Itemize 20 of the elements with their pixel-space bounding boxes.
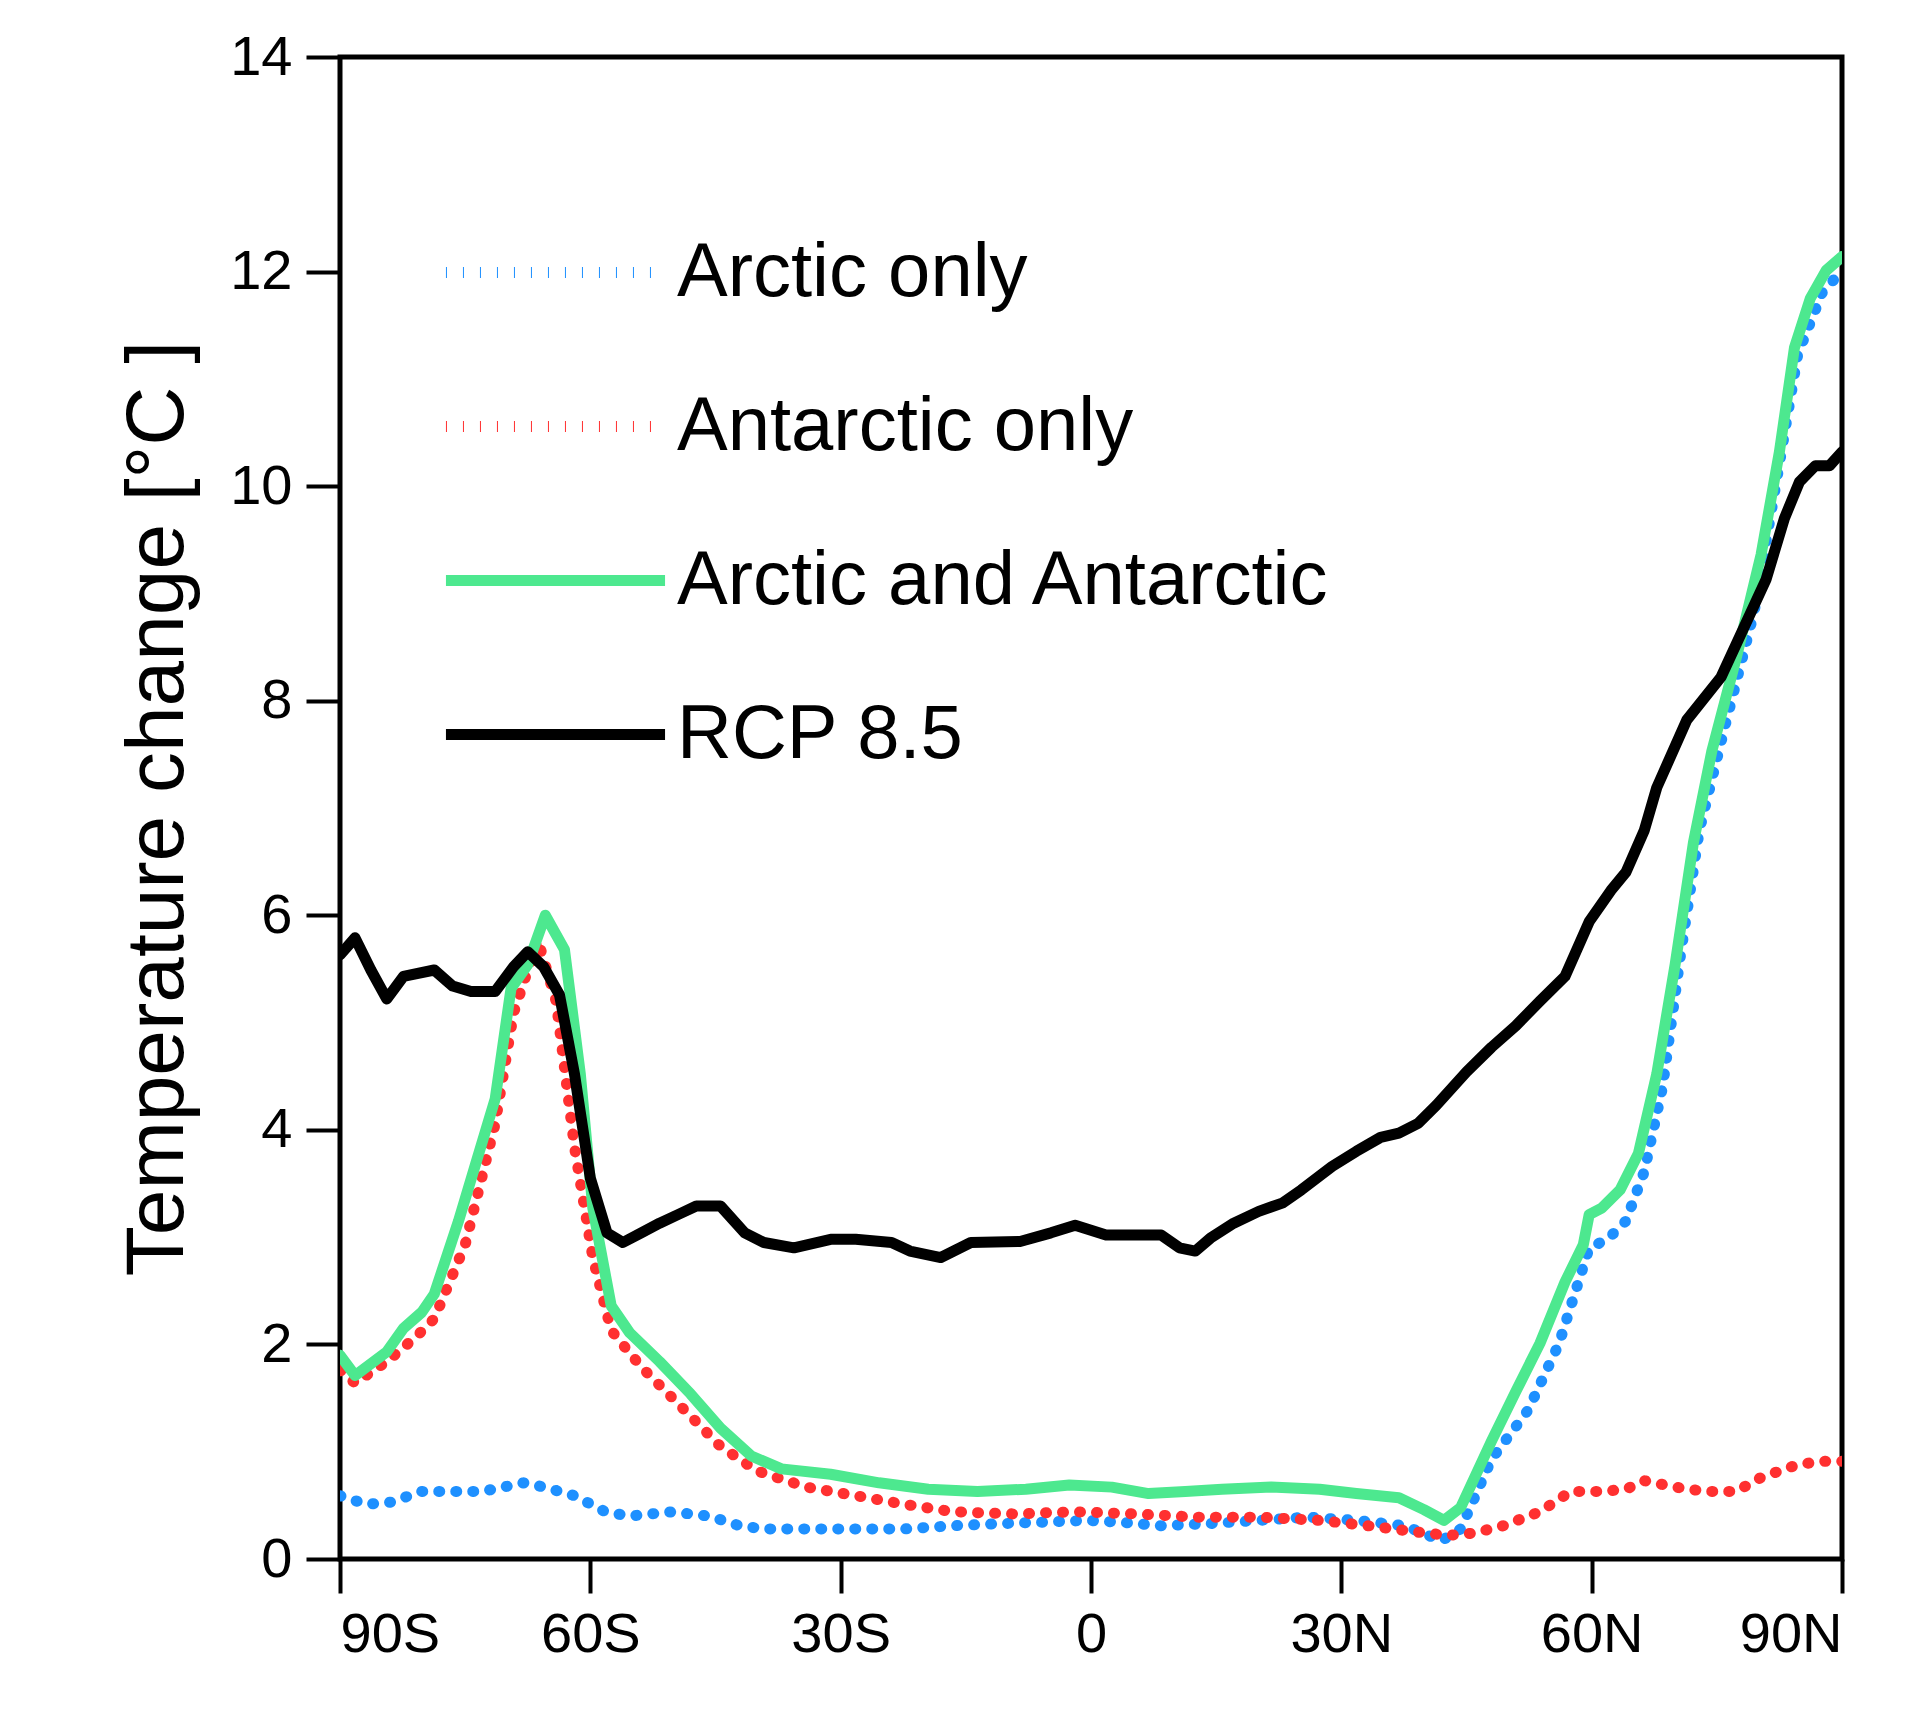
y-tick-label: 0 bbox=[261, 1525, 293, 1589]
x-tick-label: 90N bbox=[1739, 1600, 1843, 1664]
legend-label: RCP 8.5 bbox=[677, 688, 963, 774]
y-tick-label: 12 bbox=[230, 238, 293, 302]
x-tick-label: 30N bbox=[1290, 1600, 1394, 1664]
y-axis-title: Temperature change [°C ] bbox=[109, 340, 201, 1277]
legend-label: Antarctic only bbox=[677, 380, 1134, 466]
y-tick-label: 2 bbox=[261, 1310, 293, 1374]
y-tick-label: 4 bbox=[261, 1096, 293, 1160]
x-tick-label: 0 bbox=[1075, 1600, 1108, 1664]
x-tick-label: 90S bbox=[340, 1600, 441, 1664]
x-tick-label: 30S bbox=[791, 1600, 891, 1664]
x-tick-label: 60S bbox=[541, 1600, 641, 1664]
y-tick-label: 6 bbox=[261, 881, 293, 945]
y-tick-label: 10 bbox=[230, 452, 293, 516]
legend-label: Arctic only bbox=[677, 226, 1028, 312]
y-tick-label: 8 bbox=[261, 667, 293, 731]
x-tick-label: 60N bbox=[1540, 1600, 1644, 1664]
legend-label: Arctic and Antarctic bbox=[677, 534, 1328, 620]
y-tick-label: 14 bbox=[230, 23, 293, 87]
